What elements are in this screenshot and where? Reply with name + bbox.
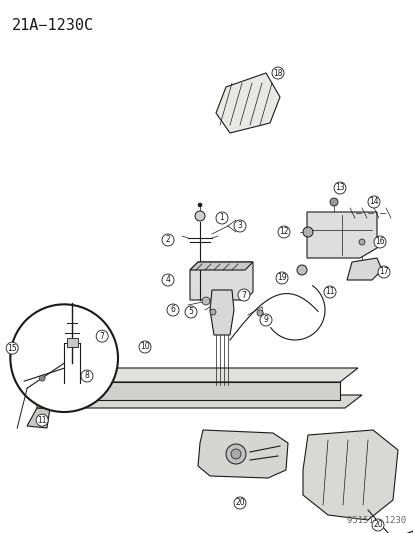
Circle shape bbox=[373, 236, 385, 248]
FancyBboxPatch shape bbox=[66, 338, 78, 346]
Circle shape bbox=[233, 220, 245, 232]
Circle shape bbox=[166, 304, 178, 316]
Text: 16: 16 bbox=[374, 238, 384, 246]
Polygon shape bbox=[45, 368, 357, 382]
Circle shape bbox=[367, 196, 379, 208]
Text: 14: 14 bbox=[368, 198, 378, 206]
Text: 4: 4 bbox=[165, 276, 170, 285]
Polygon shape bbox=[27, 408, 50, 428]
Circle shape bbox=[329, 198, 337, 206]
Circle shape bbox=[377, 266, 389, 278]
Polygon shape bbox=[50, 395, 361, 408]
Circle shape bbox=[275, 272, 287, 284]
Text: 12: 12 bbox=[279, 228, 288, 237]
Polygon shape bbox=[197, 430, 287, 478]
Circle shape bbox=[323, 286, 335, 298]
Circle shape bbox=[185, 306, 197, 318]
Circle shape bbox=[371, 519, 383, 531]
Text: 17: 17 bbox=[378, 268, 388, 277]
Text: 11: 11 bbox=[325, 287, 334, 296]
Circle shape bbox=[358, 239, 364, 245]
Text: 13: 13 bbox=[335, 183, 344, 192]
Polygon shape bbox=[302, 430, 397, 520]
Text: 7: 7 bbox=[241, 290, 246, 300]
Text: 21A−1230C: 21A−1230C bbox=[12, 18, 94, 33]
Text: 20: 20 bbox=[372, 521, 382, 529]
Polygon shape bbox=[45, 382, 339, 400]
Text: 11: 11 bbox=[37, 416, 47, 425]
Circle shape bbox=[230, 449, 240, 459]
Circle shape bbox=[225, 444, 245, 464]
Polygon shape bbox=[306, 212, 376, 258]
Circle shape bbox=[277, 226, 289, 238]
Circle shape bbox=[96, 330, 108, 342]
Circle shape bbox=[202, 297, 209, 305]
Circle shape bbox=[302, 227, 312, 237]
Circle shape bbox=[161, 274, 173, 286]
Text: 15: 15 bbox=[7, 344, 17, 353]
Polygon shape bbox=[190, 262, 252, 270]
Text: 10: 10 bbox=[140, 343, 150, 351]
Circle shape bbox=[195, 211, 204, 221]
Text: 6: 6 bbox=[170, 305, 175, 314]
Text: 18: 18 bbox=[273, 69, 282, 77]
Circle shape bbox=[296, 265, 306, 275]
Circle shape bbox=[209, 309, 216, 315]
Circle shape bbox=[139, 341, 151, 353]
Text: 8: 8 bbox=[84, 372, 89, 381]
Circle shape bbox=[81, 370, 93, 382]
Text: 9: 9 bbox=[263, 316, 268, 325]
Text: 20: 20 bbox=[235, 498, 244, 507]
Text: 2: 2 bbox=[165, 236, 170, 245]
Circle shape bbox=[259, 314, 271, 326]
Polygon shape bbox=[216, 73, 279, 133]
Circle shape bbox=[10, 304, 118, 412]
Polygon shape bbox=[209, 290, 233, 335]
Text: 5: 5 bbox=[188, 308, 193, 317]
Polygon shape bbox=[372, 525, 413, 533]
Circle shape bbox=[233, 497, 245, 509]
Circle shape bbox=[36, 414, 48, 426]
Text: 95151  1230: 95151 1230 bbox=[346, 516, 405, 525]
Text: 19: 19 bbox=[277, 273, 286, 282]
Circle shape bbox=[161, 234, 173, 246]
Circle shape bbox=[6, 342, 18, 354]
Circle shape bbox=[197, 203, 202, 207]
Circle shape bbox=[216, 212, 228, 224]
Text: 7: 7 bbox=[100, 332, 104, 341]
Polygon shape bbox=[190, 262, 252, 300]
Text: 1: 1 bbox=[219, 214, 224, 222]
Circle shape bbox=[256, 310, 262, 316]
Circle shape bbox=[333, 182, 345, 194]
Polygon shape bbox=[37, 380, 83, 408]
Circle shape bbox=[39, 375, 45, 381]
Text: 3: 3 bbox=[237, 222, 242, 230]
Circle shape bbox=[271, 67, 283, 79]
Circle shape bbox=[237, 289, 249, 301]
Polygon shape bbox=[346, 258, 381, 280]
